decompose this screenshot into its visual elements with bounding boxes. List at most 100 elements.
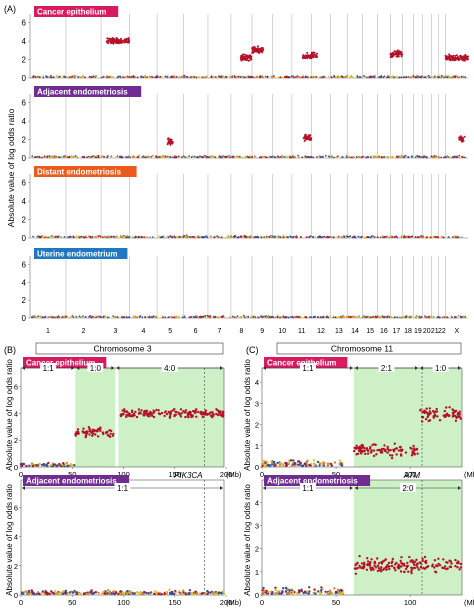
point (297, 316, 300, 318)
point (407, 156, 410, 159)
point (236, 155, 238, 158)
point (91, 236, 94, 238)
point (34, 316, 37, 318)
point (121, 409, 124, 412)
point (258, 49, 261, 52)
point (158, 235, 160, 238)
point (154, 316, 157, 318)
point (307, 155, 310, 158)
point (334, 591, 337, 595)
point (49, 156, 52, 159)
point (218, 75, 221, 78)
point (209, 411, 212, 414)
point (97, 591, 100, 595)
point (231, 76, 234, 78)
point (74, 155, 77, 157)
point (47, 76, 50, 79)
point (41, 236, 44, 239)
point (268, 316, 271, 319)
point (318, 155, 321, 158)
point (125, 410, 129, 413)
point (389, 454, 392, 457)
point (335, 156, 337, 159)
panel-c-ylabel-top: Absolute value of log odds ratio (243, 359, 252, 471)
point (141, 316, 144, 318)
point (376, 557, 379, 560)
point (224, 75, 227, 78)
point (462, 75, 465, 78)
point (219, 413, 222, 417)
point (173, 76, 176, 79)
point (374, 566, 378, 569)
point (99, 315, 102, 318)
point (65, 461, 68, 465)
point (232, 74, 235, 77)
point (426, 415, 429, 419)
point (456, 316, 459, 319)
point (403, 570, 406, 573)
point (291, 590, 295, 594)
point (359, 155, 362, 158)
point (174, 410, 177, 413)
point (215, 592, 218, 596)
point (365, 568, 369, 571)
track-a0-ytick: 4 (22, 37, 27, 46)
point (340, 464, 344, 467)
point (390, 316, 392, 319)
point (52, 156, 54, 159)
point (108, 591, 112, 595)
point (436, 564, 439, 568)
point (49, 76, 52, 78)
panel-b-ytick: 6 (14, 503, 18, 512)
point (438, 155, 441, 158)
point (308, 136, 311, 139)
point (183, 74, 186, 77)
point (191, 236, 194, 238)
point (153, 592, 156, 596)
point (168, 588, 171, 591)
point (382, 76, 385, 79)
point (266, 464, 269, 467)
point (292, 155, 295, 157)
point (284, 316, 287, 318)
point (386, 563, 389, 567)
point (438, 419, 442, 422)
point (452, 54, 455, 57)
point (407, 570, 410, 573)
point (342, 236, 344, 239)
point (106, 37, 109, 40)
point (148, 236, 151, 239)
point (395, 561, 398, 565)
point (81, 236, 84, 238)
point (243, 156, 246, 159)
point (200, 413, 204, 416)
point (179, 415, 183, 418)
point (245, 76, 248, 79)
point (405, 155, 408, 158)
point (358, 449, 361, 453)
point (425, 407, 428, 410)
point (97, 316, 99, 319)
panel-b-shade (118, 368, 224, 467)
panel-b-frame (20, 479, 225, 596)
point (316, 156, 318, 158)
point (139, 591, 142, 594)
point (432, 76, 435, 79)
point (388, 76, 390, 78)
point (144, 410, 148, 414)
point (367, 449, 370, 453)
point (262, 48, 265, 51)
point (409, 446, 412, 449)
point (430, 75, 433, 78)
point (265, 156, 267, 159)
point (101, 236, 104, 239)
point (75, 432, 78, 435)
panel-b-shade (75, 368, 116, 467)
track-a3-ytick: 6 (22, 260, 27, 269)
point (184, 411, 187, 414)
panel-b-state-bg (40, 363, 57, 372)
point (240, 55, 243, 58)
point (444, 75, 447, 78)
point (304, 75, 307, 78)
point (99, 429, 102, 432)
